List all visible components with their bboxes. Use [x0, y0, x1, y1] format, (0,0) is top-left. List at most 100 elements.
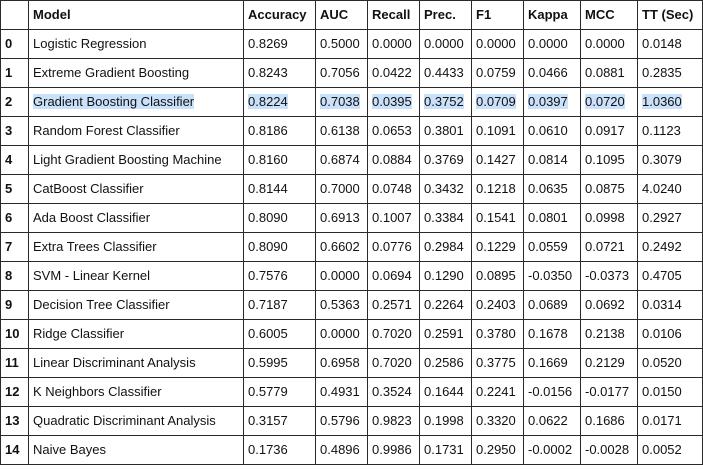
table-row-selected[interactable]: 2 Gradient Boosting Classifier 0.8224 0.703…	[0, 87, 703, 117]
table-row[interactable]: 10 Ridge Classifier 0.6005 0.0000 0.7020 0.25…	[0, 319, 703, 349]
cell-text: 0.8186	[248, 123, 288, 138]
cell-text: -0.0373	[585, 268, 630, 283]
header-accuracy: Accuracy	[243, 0, 316, 30]
cell-text: 0.7576	[248, 268, 288, 283]
precision-cell: 0.2264	[419, 290, 472, 320]
cell-text: 0.3780	[476, 326, 516, 341]
row-index: 10	[0, 319, 29, 349]
model-name-cell: Extra Trees Classifier	[28, 232, 244, 262]
cell-text: 0.2264	[424, 297, 464, 312]
precision-cell: 0.0000	[419, 29, 472, 59]
cell-text: K Neighbors Classifier	[33, 384, 162, 399]
cell-text: 0.3801	[424, 123, 464, 138]
f1-cell: 0.1541	[471, 203, 524, 233]
table-row[interactable]: 1 Extreme Gradient Boosting 0.8243 0.7056 0.…	[0, 58, 703, 88]
table-row[interactable]: 12 K Neighbors Classifier 0.5779 0.4931 0.35…	[0, 377, 703, 407]
cell-text: 0.0720	[585, 94, 625, 109]
cell-text: 0.0000	[372, 36, 412, 51]
row-index: 8	[0, 261, 29, 291]
recall-cell: 0.0395	[367, 87, 420, 117]
cell-text: 0.2835	[642, 65, 682, 80]
training-time-cell: 0.2835	[637, 58, 703, 88]
cell-text: 0.3079	[642, 152, 682, 167]
accuracy-cell: 0.8160	[243, 145, 316, 175]
cell-text: 0.5779	[248, 384, 288, 399]
cell-text: 0.8224	[248, 94, 288, 109]
cell-text: 0.3769	[424, 152, 464, 167]
f1-cell: 0.0895	[471, 261, 524, 291]
table-row[interactable]: 4 Light Gradient Boosting Machine 0.8160 0.…	[0, 145, 703, 175]
accuracy-cell: 0.7576	[243, 261, 316, 291]
table-row[interactable]: 0 Logistic Regression 0.8269 0.5000 0.0000 0.…	[0, 29, 703, 59]
f1-cell: 0.1229	[471, 232, 524, 262]
cell-text: 0.8090	[248, 239, 288, 254]
training-time-cell: 0.0314	[637, 290, 703, 320]
training-time-cell: 4.0240	[637, 174, 703, 204]
precision-cell: 0.3769	[419, 145, 472, 175]
kappa-cell: 0.0397	[523, 87, 581, 117]
cell-text: 0.2591	[424, 326, 464, 341]
header-auc: AUC	[315, 0, 368, 30]
cell-text: Linear Discriminant Analysis	[33, 355, 196, 370]
recall-cell: 0.0422	[367, 58, 420, 88]
cell-text: Decision Tree Classifier	[33, 297, 170, 312]
accuracy-cell: 0.5995	[243, 348, 316, 378]
kappa-cell: 0.0814	[523, 145, 581, 175]
mcc-cell: 0.2138	[580, 319, 638, 349]
accuracy-cell: 0.8243	[243, 58, 316, 88]
recall-cell: 0.1007	[367, 203, 420, 233]
cell-text: 0.1095	[585, 152, 625, 167]
training-time-cell: 0.0520	[637, 348, 703, 378]
table-row[interactable]: 13 Quadratic Discriminant Analysis 0.3157 0…	[0, 406, 703, 436]
accuracy-cell: 0.7187	[243, 290, 316, 320]
cell-text: 0.3524	[372, 384, 412, 399]
precision-cell: 0.3384	[419, 203, 472, 233]
cell-text: 0.1669	[528, 355, 568, 370]
recall-cell: 0.0776	[367, 232, 420, 262]
accuracy-cell: 0.8144	[243, 174, 316, 204]
cell-text: 0.6958	[320, 355, 360, 370]
model-name-cell: CatBoost Classifier	[28, 174, 244, 204]
precision-cell: 0.1290	[419, 261, 472, 291]
auc-cell: 0.0000	[315, 261, 368, 291]
table-row[interactable]: 9 Decision Tree Classifier 0.7187 0.5363 0.2…	[0, 290, 703, 320]
f1-cell: 0.1427	[471, 145, 524, 175]
cell-text: 0.0000	[320, 326, 360, 341]
cell-text: 0.0881	[585, 65, 625, 80]
precision-cell: 0.2591	[419, 319, 472, 349]
table-row[interactable]: 11 Linear Discriminant Analysis 0.5995 0.69…	[0, 348, 703, 378]
cell-text: 0.0917	[585, 123, 625, 138]
cell-text: Extreme Gradient Boosting	[33, 65, 190, 80]
cell-text: 0.2241	[476, 384, 516, 399]
precision-cell: 0.1998	[419, 406, 472, 436]
table-row[interactable]: 5 CatBoost Classifier 0.8144 0.7000 0.0748 0.…	[0, 174, 703, 204]
header-model: Model	[28, 0, 244, 30]
table-row[interactable]: 7 Extra Trees Classifier 0.8090 0.6602 0.077…	[0, 232, 703, 262]
cell-text: 0.1427	[476, 152, 516, 167]
table-row[interactable]: 6 Ada Boost Classifier 0.8090 0.6913 0.1007 0…	[0, 203, 703, 233]
table-row[interactable]: 8 SVM - Linear Kernel 0.7576 0.0000 0.0694 0.…	[0, 261, 703, 291]
model-name-cell: Quadratic Discriminant Analysis	[28, 406, 244, 436]
recall-cell: 0.2571	[367, 290, 420, 320]
accuracy-cell: 0.8224	[243, 87, 316, 117]
kappa-cell: 0.1669	[523, 348, 581, 378]
recall-cell: 0.7020	[367, 348, 420, 378]
cell-text: Quadratic Discriminant Analysis	[33, 413, 216, 428]
mcc-cell: 0.0917	[580, 116, 638, 146]
auc-cell: 0.6913	[315, 203, 368, 233]
accuracy-cell: 0.3157	[243, 406, 316, 436]
kappa-cell: -0.0002	[523, 435, 581, 465]
table-body: 0 Logistic Regression 0.8269 0.5000 0.0000 0.…	[0, 29, 703, 465]
cell-text: 0.2927	[642, 210, 682, 225]
row-index: 0	[0, 29, 29, 59]
cell-text: 0.7020	[372, 326, 412, 341]
cell-text: 0.1998	[424, 413, 464, 428]
table-row[interactable]: 3 Random Forest Classifier 0.8186 0.6138 0.0…	[0, 116, 703, 146]
model-name-cell: Ada Boost Classifier	[28, 203, 244, 233]
cell-text: Extra Trees Classifier	[33, 239, 157, 254]
cell-text: 0.9823	[372, 413, 412, 428]
cell-text: 0.0759	[476, 65, 516, 80]
table-row[interactable]: 14 Naive Bayes 0.1736 0.4896 0.9986 0.1731 0.2…	[0, 435, 703, 465]
f1-cell: 0.2950	[471, 435, 524, 465]
